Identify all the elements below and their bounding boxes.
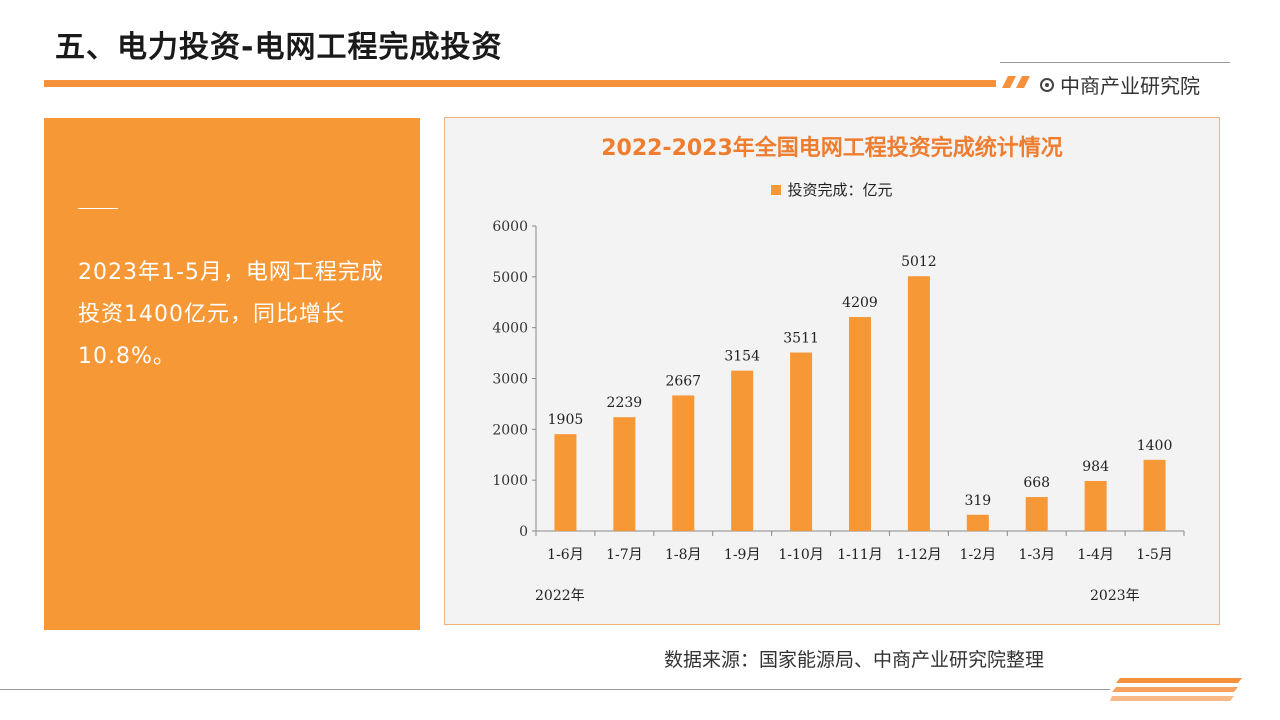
x-tick-label: 1-6月: [547, 547, 584, 563]
year-label: 2023年: [1090, 588, 1140, 604]
x-tick-label: 1-10月: [778, 547, 823, 563]
bar: [672, 395, 695, 531]
y-tick-label: 6000: [492, 219, 528, 235]
x-tick-label: 1-11月: [837, 547, 882, 563]
x-tick-label: 1-2月: [960, 547, 997, 563]
footer-stripes-decoration: [1110, 678, 1242, 701]
data-source: 数据来源：国家能源局、中商产业研究院整理: [664, 649, 1045, 671]
chart-title: 2022-2023年全国电网工程投资完成统计情况: [601, 136, 1063, 161]
data-label: 3511: [783, 331, 819, 347]
bar: [966, 514, 989, 531]
summary-text: 2023年1-5月，电网工程完成投资1400亿元，同比增长10.8%。: [78, 260, 384, 369]
bar: [790, 352, 813, 531]
data-label: 5012: [901, 254, 937, 270]
footer-divider: [0, 689, 1110, 690]
data-label: 984: [1082, 459, 1109, 475]
chart-container: 2022-2023年全国电网工程投资完成统计情况 投资完成：亿元 0 1000 20…: [444, 117, 1220, 625]
chart-legend: 投资完成：亿元: [445, 179, 1219, 200]
y-tick-label: 3000: [492, 372, 528, 388]
legend-label: 投资完成：亿元: [787, 181, 893, 199]
bar: [907, 276, 930, 531]
brand-logo: 中商产业研究院: [1040, 70, 1200, 99]
x-tick-label: 1-3月: [1018, 547, 1055, 563]
bar: [731, 370, 754, 531]
bar: [554, 434, 577, 531]
header-divider: [1000, 62, 1230, 63]
brand-name: 中商产业研究院: [1060, 74, 1200, 98]
data-label: 1400: [1137, 438, 1173, 454]
x-tick-label: 1-4月: [1077, 547, 1114, 563]
page-title: 五、电力投资-电网工程完成投资: [55, 30, 503, 65]
y-tick-label: 0: [519, 524, 528, 540]
summary-rule: [78, 208, 118, 209]
data-label: 2239: [607, 395, 643, 411]
summary-panel: 2023年1-5月，电网工程完成投资1400亿元，同比增长10.8%。: [44, 118, 420, 630]
data-label: 1905: [548, 412, 584, 428]
x-tick-label: 1-7月: [606, 547, 643, 563]
x-tick-label: 1-12月: [896, 547, 941, 563]
y-tick-label: 5000: [492, 270, 528, 286]
data-label: 319: [964, 493, 991, 509]
data-label: 3154: [724, 349, 760, 365]
bar: [1143, 459, 1166, 531]
y-tick-label: 4000: [492, 321, 528, 337]
x-tick-label: 1-5月: [1136, 547, 1173, 563]
bar: [849, 317, 871, 531]
x-tick-label: 1-9月: [724, 547, 761, 563]
year-label: 2022年: [535, 588, 585, 604]
data-label: 4209: [842, 295, 878, 311]
target-icon: [1040, 77, 1054, 92]
y-tick-label: 2000: [492, 422, 528, 438]
y-tick-label: 1000: [492, 473, 528, 489]
data-label: 2667: [665, 373, 701, 389]
data-label: 668: [1023, 475, 1050, 491]
bar-chart: 0 1000 2000 3000 4000 5000 6000 1905 1-6月 2239 1-7…: [492, 219, 1185, 604]
header-accent-bar: [44, 80, 996, 87]
bar: [613, 417, 636, 531]
bar: [1084, 480, 1107, 531]
bar: [1025, 497, 1048, 531]
x-tick-label: 1-8月: [665, 547, 702, 563]
header-stripes-decoration: [1002, 76, 1030, 88]
legend-swatch: [771, 184, 782, 195]
